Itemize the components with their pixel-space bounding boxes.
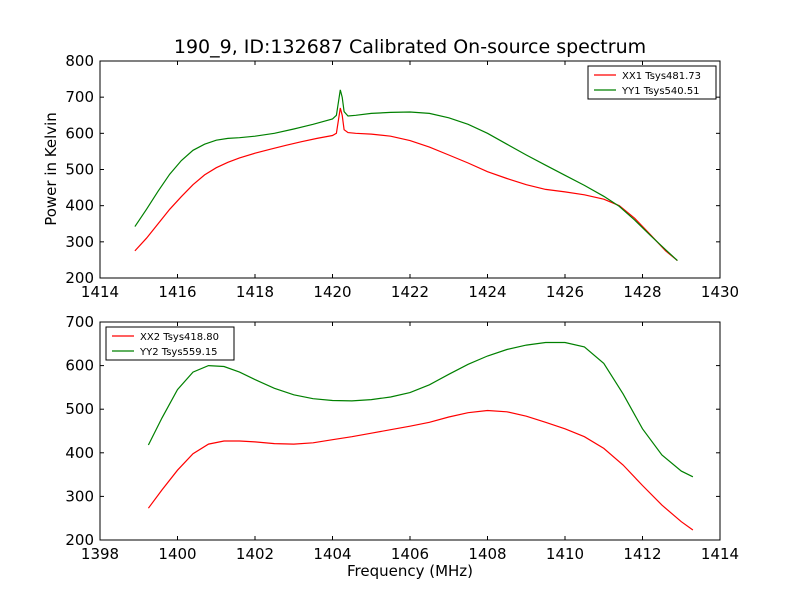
x-tick-label: 1406 bbox=[391, 545, 429, 563]
legend-entry-label: YY1 Tsys540.51 bbox=[621, 86, 700, 97]
x-axis-label: Frequency (MHz) bbox=[347, 562, 473, 580]
series-line-2 bbox=[147, 341, 694, 478]
series-line-2 bbox=[134, 89, 678, 262]
x-tick-label: 1416 bbox=[158, 283, 196, 301]
legend-box bbox=[105, 326, 235, 361]
y-tick-label: 700 bbox=[65, 313, 94, 331]
x-tick-label: 1418 bbox=[236, 283, 274, 301]
x-tick-label: 1404 bbox=[313, 545, 351, 563]
x-tick-label: 1408 bbox=[468, 545, 506, 563]
y-tick-label: 200 bbox=[65, 269, 94, 287]
y-tick-label: 500 bbox=[65, 400, 94, 418]
x-tick-label: 1428 bbox=[623, 283, 661, 301]
y-tick-label: 500 bbox=[65, 161, 94, 179]
x-tick-label: 1422 bbox=[391, 283, 429, 301]
x-tick-label: 1412 bbox=[623, 545, 661, 563]
y-tick-label: 600 bbox=[65, 124, 94, 142]
y-tick-label: 400 bbox=[65, 197, 94, 215]
y-tick-label: 300 bbox=[65, 233, 94, 251]
bottom-plot-panel: 1398 1400 1402 1404 1406 1408 1410 1412 1414 200 3… bbox=[65, 313, 739, 563]
series-line-1 bbox=[147, 409, 694, 531]
y-axis-label: Power in Kelvin bbox=[42, 112, 60, 226]
x-tick-label: 1400 bbox=[158, 545, 196, 563]
legend-entry-label: XX2 Tsys418.80 bbox=[140, 332, 219, 343]
top-plot-panel: 1414 1416 1418 1420 1422 1424 1426 1428 1430 200 3… bbox=[65, 52, 739, 301]
x-tick-label: 1398 bbox=[81, 545, 119, 563]
x-tick-label: 1424 bbox=[468, 283, 506, 301]
y-tick-label: 200 bbox=[65, 531, 94, 549]
legend-box bbox=[587, 65, 717, 100]
legend-entry-label: XX1 Tsys481.73 bbox=[622, 71, 701, 82]
y-tick-label: 600 bbox=[65, 357, 94, 375]
legend-entry-label: YY2 Tsys559.15 bbox=[139, 347, 218, 358]
y-tick-label: 400 bbox=[65, 444, 94, 462]
chart-title: 190_9, ID:132687 Calibrated On-source sp… bbox=[174, 36, 646, 58]
x-tick-label: 1410 bbox=[546, 545, 584, 563]
x-tick-label: 1420 bbox=[313, 283, 351, 301]
series-line-1 bbox=[134, 107, 678, 262]
y-tick-label: 300 bbox=[65, 487, 94, 505]
x-tick-label: 1414 bbox=[701, 545, 739, 563]
x-tick-label: 1426 bbox=[546, 283, 584, 301]
x-tick-label: 1402 bbox=[236, 545, 274, 563]
y-tick-label: 700 bbox=[65, 88, 94, 106]
x-tick-label: 1414 bbox=[81, 283, 119, 301]
y-tick-label: 800 bbox=[65, 52, 94, 70]
x-tick-label: 1430 bbox=[701, 283, 739, 301]
